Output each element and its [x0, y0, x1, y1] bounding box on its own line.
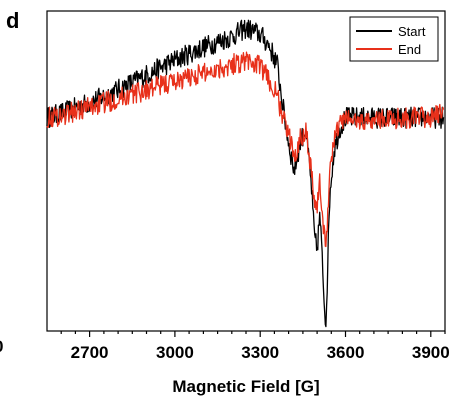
x-tick-label: 3000: [156, 343, 194, 362]
x-axis-title: Magnetic Field [G]: [172, 377, 319, 396]
legend: Start End: [349, 16, 439, 62]
x-tick-label: 3900: [412, 343, 450, 362]
left-edge-tick-label: 0: [0, 337, 3, 356]
legend-label-end: End: [398, 42, 421, 57]
legend-label-start: Start: [398, 24, 426, 39]
legend-box: [349, 16, 439, 62]
series-layer: [46, 19, 445, 328]
series-line-end: [46, 51, 445, 248]
x-tick-label: 3600: [327, 343, 365, 362]
x-tick-label: 3300: [241, 343, 279, 362]
x-tick-label: 2700: [71, 343, 109, 362]
x-axis-ticks: 2700 3000 3300 3600 3900: [60, 331, 450, 362]
panel-letter: d: [6, 8, 19, 33]
